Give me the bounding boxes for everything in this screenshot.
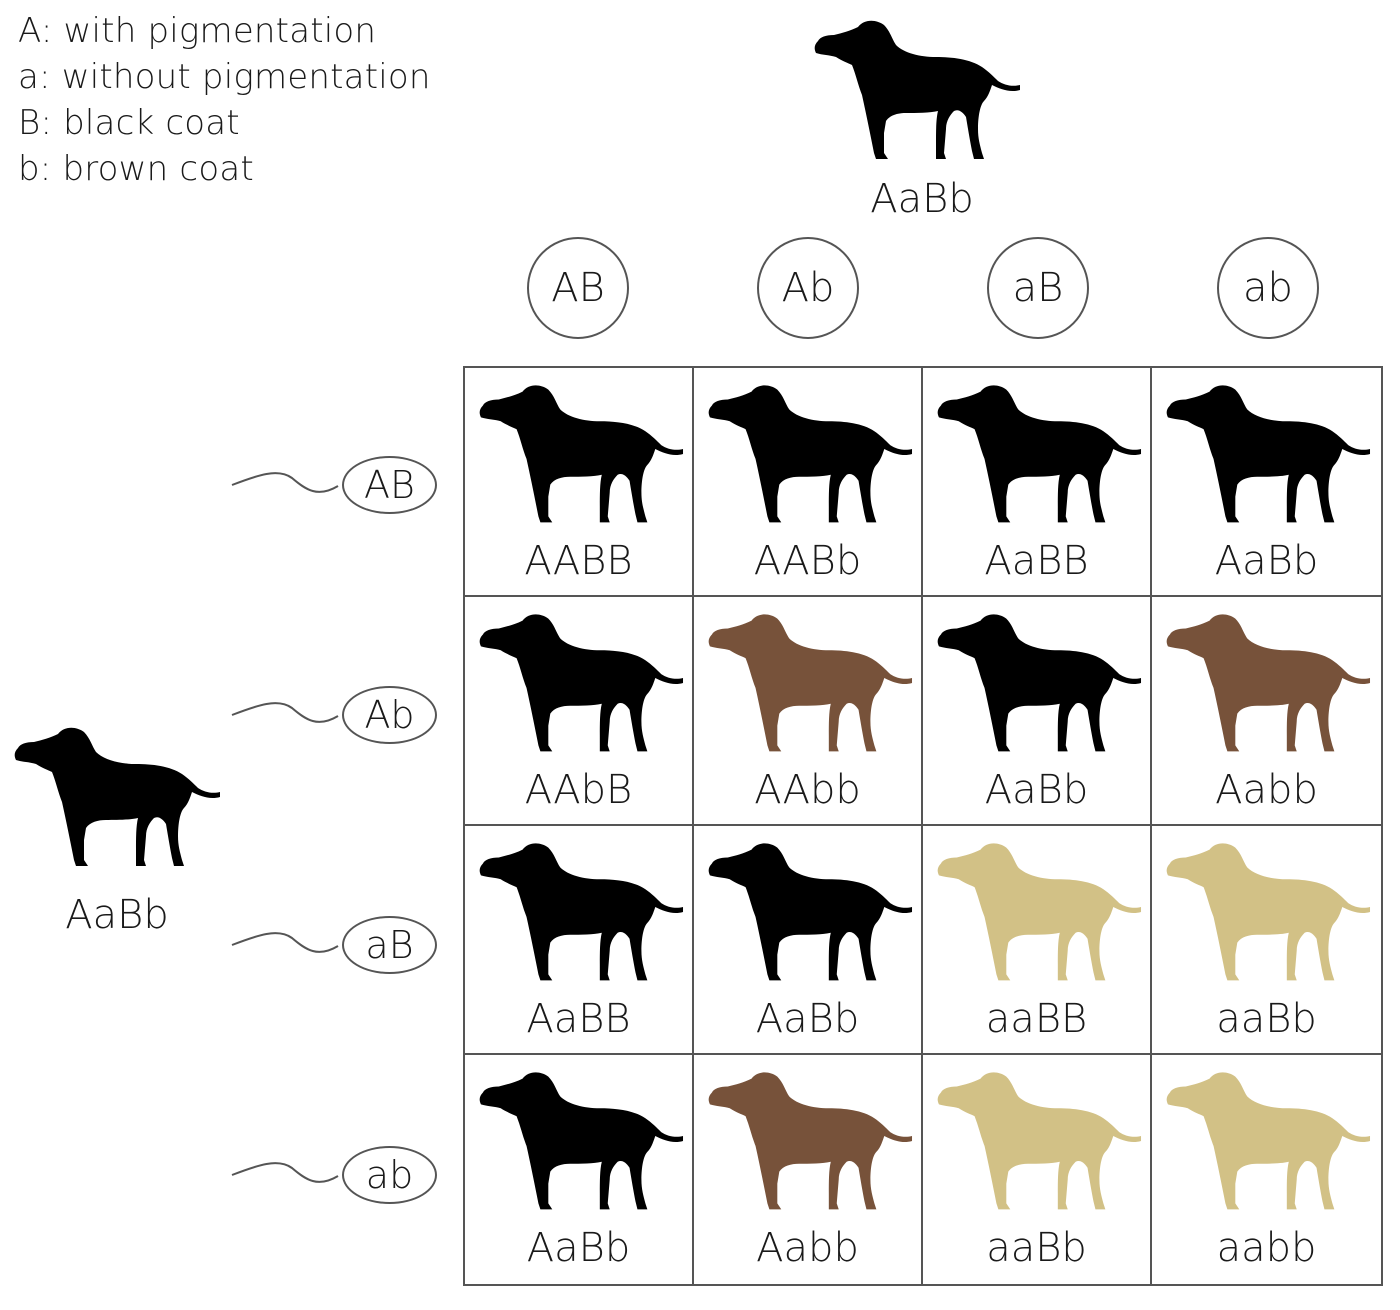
- sperm-gamete-label: Ab: [342, 686, 437, 744]
- punnett-cell-r1-c3: AaBB: [923, 368, 1152, 597]
- parent-top-genotype: AaBb: [870, 176, 974, 222]
- dog-icon: [814, 20, 1020, 160]
- sperm-gamete-label: AB: [342, 456, 437, 514]
- dog-icon: [708, 385, 913, 523]
- sperm-tail-icon: [231, 1162, 339, 1183]
- offspring-genotype: AaBb: [984, 767, 1089, 813]
- sperm-gamete-2: Ab: [228, 680, 440, 750]
- parent-top: AaBb: [812, 8, 1032, 222]
- offspring-genotype: aabb: [1216, 1225, 1317, 1271]
- offspring-genotype: AAbb: [754, 767, 861, 813]
- offspring-genotype: AaBb: [755, 996, 860, 1042]
- egg-gamete-1: AB: [527, 237, 629, 339]
- offspring-genotype: aaBb: [986, 1225, 1087, 1271]
- punnett-cell-r3-c3: aaBB: [923, 826, 1152, 1055]
- egg-gamete-3: aB: [987, 237, 1089, 339]
- punnett-cell-r1-c4: AaBb: [1152, 368, 1381, 597]
- punnett-cell-r4-c1: AaBb: [465, 1055, 694, 1284]
- offspring-genotype: AABB: [524, 538, 633, 584]
- egg-gamete-4: ab: [1217, 237, 1319, 339]
- punnett-cell-r3-c2: AaBb: [694, 826, 923, 1055]
- dog-icon: [479, 1072, 684, 1210]
- punnett-cell-r3-c4: aaBb: [1152, 826, 1381, 1055]
- dog-icon: [937, 614, 1142, 752]
- sperm-tail-icon: [231, 932, 339, 953]
- dog-icon: [479, 614, 684, 752]
- offspring-genotype: AaBb: [526, 1225, 631, 1271]
- offspring-genotype: AaBB: [526, 996, 631, 1042]
- dog-icon: [1166, 843, 1371, 981]
- dog-icon: [479, 843, 684, 981]
- punnett-cell-r4-c3: aaBb: [923, 1055, 1152, 1284]
- offspring-genotype: aaBb: [1216, 996, 1317, 1042]
- parent-left-genotype: AaBb: [65, 892, 169, 938]
- dog-icon: [937, 1072, 1142, 1210]
- sperm-gamete-1: AB: [228, 450, 440, 520]
- punnett-square: AABB AABb AaBB AaBb AAbB AAbb AaBb Aabb …: [463, 366, 1383, 1286]
- sperm-gamete-3: aB: [228, 910, 440, 980]
- offspring-genotype: AAbB: [524, 767, 633, 813]
- dog-icon: [14, 727, 220, 866]
- legend-item-B: B: black coat: [18, 103, 240, 143]
- punnett-cell-r2-c4: Aabb: [1152, 597, 1381, 826]
- legend: A: with pigmentation a: without pigmenta…: [18, 8, 431, 192]
- sperm-gamete-label: aB: [342, 916, 437, 974]
- offspring-genotype: Aabb: [1215, 767, 1318, 813]
- punnett-cell-r2-c1: AAbB: [465, 597, 694, 826]
- parent-left: AaBb: [12, 720, 222, 938]
- offspring-genotype: AABb: [753, 538, 862, 584]
- parent-top-dog: [814, 20, 1020, 160]
- legend-item-b: b: brown coat: [18, 149, 254, 189]
- punnett-cell-r2-c2: AAbb: [694, 597, 923, 826]
- dog-icon: [937, 843, 1142, 981]
- legend-item-A: A: with pigmentation: [18, 11, 377, 51]
- dog-icon: [708, 614, 913, 752]
- punnett-cell-r1-c2: AABb: [694, 368, 923, 597]
- sperm-tail-icon: [231, 472, 339, 493]
- offspring-genotype: Aabb: [756, 1225, 859, 1271]
- dog-icon: [1166, 385, 1371, 523]
- sperm-gamete-4: ab: [228, 1140, 440, 1210]
- parent-left-dog: [14, 727, 220, 866]
- dog-icon: [937, 385, 1142, 523]
- dog-icon: [708, 843, 913, 981]
- punnett-cell-r4-c4: aabb: [1152, 1055, 1381, 1284]
- offspring-genotype: AaBb: [1214, 538, 1319, 584]
- sperm-gamete-label: ab: [342, 1146, 437, 1204]
- dog-icon: [1166, 614, 1371, 752]
- offspring-genotype: AaBB: [984, 538, 1089, 584]
- punnett-cell-r3-c1: AaBB: [465, 826, 694, 1055]
- dog-icon: [479, 385, 684, 523]
- legend-item-a: a: without pigmentation: [18, 57, 431, 97]
- offspring-genotype: aaBB: [985, 996, 1088, 1042]
- dog-icon: [708, 1072, 913, 1210]
- egg-gamete-2: Ab: [757, 237, 859, 339]
- sperm-tail-icon: [231, 702, 339, 723]
- punnett-cell-r4-c2: Aabb: [694, 1055, 923, 1284]
- punnett-cell-r2-c3: AaBb: [923, 597, 1152, 826]
- dog-icon: [1166, 1072, 1371, 1210]
- punnett-cell-r1-c1: AABB: [465, 368, 694, 597]
